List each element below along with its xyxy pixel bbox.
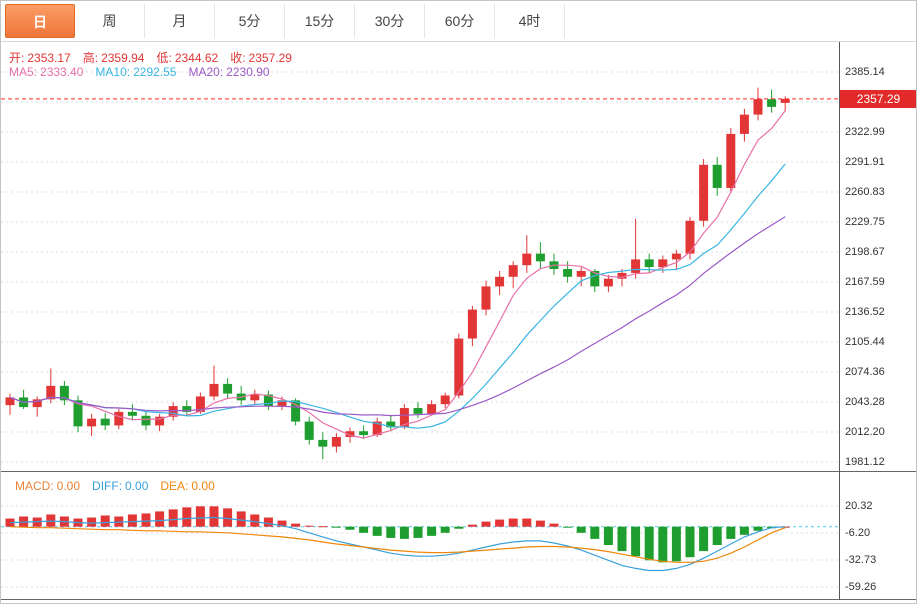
price-axis-label: 1981.12 xyxy=(845,455,885,468)
ma20-line xyxy=(9,216,786,417)
ma5-readout-value: 2333.40 xyxy=(40,65,84,79)
macd-axis-label: -6.20 xyxy=(845,527,871,539)
ma5-readout-label: MA5: xyxy=(9,65,38,79)
diff-line xyxy=(9,516,786,572)
timeframe-tab-1[interactable]: 日 xyxy=(5,4,75,38)
timeframe-toolbar: 日周月 5分 15分 30分 60分 4时 xyxy=(1,1,916,42)
macd-item-2-value: 0.00 xyxy=(125,479,149,493)
price-axis-label: 2385.14 xyxy=(845,66,885,78)
timeframe-tab-2[interactable]: 周 xyxy=(75,4,145,38)
current-price-tag: 2357.29 xyxy=(840,89,916,108)
timeframe-tab-4[interactable]: 5分 xyxy=(215,4,285,38)
price-axis-label: 2012.20 xyxy=(845,425,885,438)
price-axis-label: 2136.52 xyxy=(845,305,885,318)
ma20-readout-value: 2230.90 xyxy=(226,65,270,79)
macd-axis-label: 20.32 xyxy=(845,500,873,512)
price-axis-label: 2167.59 xyxy=(845,275,885,288)
timeframe-tab-6[interactable]: 30分 xyxy=(355,4,425,38)
candles-layer xyxy=(5,87,790,460)
ohlc-low-label: 低: xyxy=(156,51,172,65)
ohlc-close-label: 收: xyxy=(230,51,246,65)
price-axis-label: 2105.44 xyxy=(845,335,885,348)
ohlc-close-value: 2357.29 xyxy=(248,51,292,65)
macd-canvas[interactable] xyxy=(1,472,839,599)
ma5-line xyxy=(9,110,786,439)
price-chart-area[interactable]: 开: 2353.17 高: 2359.94 低: 2344.62 收: 2357.29 MA5… xyxy=(1,42,839,471)
macd-axis: 20.32 -6.20 -32.73 -59.26 xyxy=(839,471,916,600)
ohlc-high-label: 高: xyxy=(82,51,99,65)
timeframe-tab-3[interactable]: 月 xyxy=(145,4,215,38)
macd-gridlines xyxy=(1,505,839,588)
ma10-line xyxy=(9,163,786,429)
macd-readout: MACD: 0.00 DIFF: 0.00 DEA: 0.00 xyxy=(15,479,227,493)
ma-readout: MA5: 2333.40 MA10: 2292.55 MA20: 2230.90 xyxy=(9,65,282,79)
macd-axis-label: -32.73 xyxy=(845,554,877,566)
macd-histogram xyxy=(5,506,790,563)
macd-item-2-label: DIFF: xyxy=(92,479,123,493)
macd-axis-label: -59.26 xyxy=(845,581,877,594)
ohlc-readout: 开: 2353.17 高: 2359.94 低: 2344.62 收: 2357.29 xyxy=(9,49,304,66)
price-axis-label: 2043.28 xyxy=(845,395,885,408)
macd-item-3-value: 0.00 xyxy=(191,479,215,493)
timeframe-tab-8[interactable]: 4时 xyxy=(495,4,565,38)
ohlc-high-value: 2359.94 xyxy=(101,51,145,65)
macd-panel[interactable]: MACD: 0.00 DIFF: 0.00 DEA: 0.00 xyxy=(1,471,839,600)
price-axis-label: 2260.83 xyxy=(845,185,885,198)
price-gridlines xyxy=(1,71,839,463)
price-chart-canvas[interactable] xyxy=(1,42,839,471)
price-axis-label: 2291.91 xyxy=(845,155,885,168)
price-axis-label: 2322.99 xyxy=(845,125,885,138)
ohlc-open-label: 开: xyxy=(9,51,25,65)
timeframe-tab-7[interactable]: 60分 xyxy=(425,4,495,38)
ma10-readout-label: MA10: xyxy=(95,65,131,79)
macd-item-3-label: DEA: xyxy=(160,479,189,493)
price-axis-label: 2074.36 xyxy=(845,365,885,378)
macd-item-1-value: 0.00 xyxy=(56,479,81,493)
ohlc-low-value: 2344.62 xyxy=(174,51,219,65)
price-axis-label: 2198.67 xyxy=(845,245,885,258)
ohlc-open-value: 2353.17 xyxy=(27,51,71,65)
dea-line xyxy=(9,526,786,563)
ma20-readout-label: MA20: xyxy=(188,65,224,79)
price-axis: 2385.14 2322.99 2291.91 2260.83 2229.75 2198.… xyxy=(839,42,916,471)
timeframe-tab-5[interactable]: 15分 xyxy=(285,4,355,38)
macd-item-1-label: MACD: xyxy=(15,479,54,493)
ma10-readout-value: 2292.55 xyxy=(133,65,177,79)
price-axis-label: 2229.75 xyxy=(845,215,885,228)
